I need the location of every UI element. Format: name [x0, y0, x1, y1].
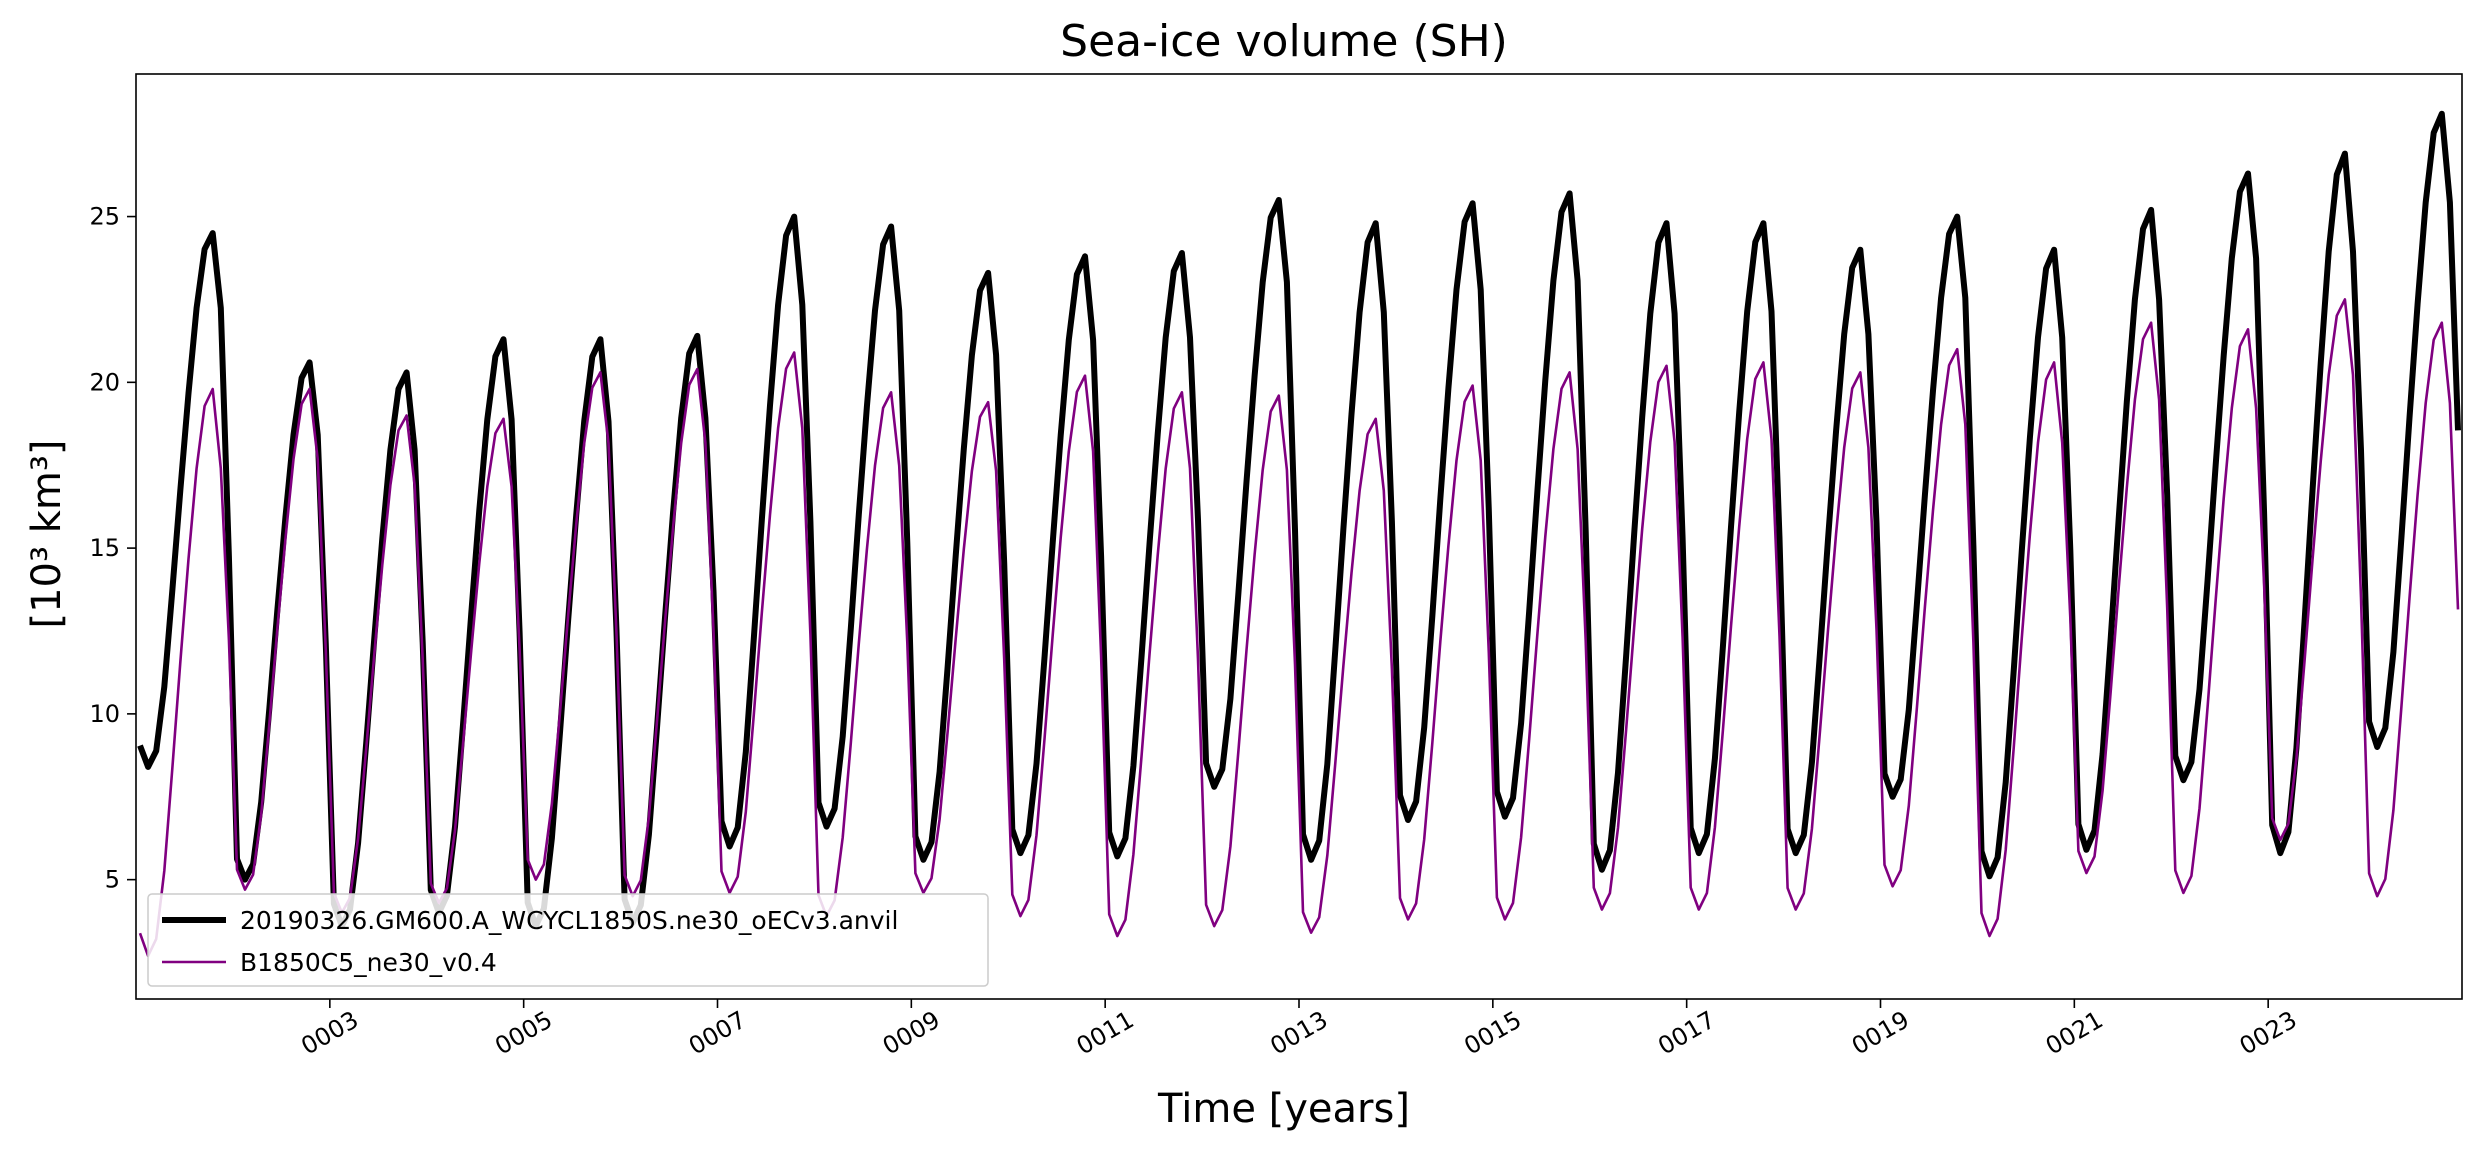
- y-tick-label: 5: [105, 866, 120, 894]
- legend-box: [147, 893, 989, 987]
- x-tick-label: 0023: [2235, 1006, 2302, 1061]
- y-tick-label: 10: [89, 700, 120, 728]
- x-tick-label: 0019: [1847, 1006, 1914, 1061]
- x-tick-label: 0003: [296, 1006, 363, 1061]
- plot-frame: [135, 73, 2463, 1000]
- series-group: [137, 110, 2461, 958]
- legend: 20190326.GM600.A_WCYCL1850S.ne30_oECv3.a…: [147, 893, 989, 987]
- x-axis: 0003 0005 0007 0009 0011 0013 0015 0017 0019 0021…: [296, 999, 2302, 1061]
- x-tick-label: 0015: [1459, 1006, 1526, 1061]
- x-tick-label: 0021: [2041, 1006, 2108, 1061]
- y-axis: 5 10 15 20 25: [89, 203, 136, 894]
- y-axis-label: [10³ km³]: [24, 439, 70, 628]
- legend-label: 20190326.GM600.A_WCYCL1850S.ne30_oECv3.a…: [240, 906, 898, 935]
- x-tick-label: 0007: [684, 1006, 751, 1061]
- x-tick-label: 0005: [490, 1006, 557, 1061]
- x-tick-label: 0009: [878, 1006, 945, 1061]
- series-line-2: [138, 298, 2460, 958]
- x-tick-label: 0011: [1072, 1006, 1139, 1061]
- chart-title: Sea-ice volume (SH): [1060, 16, 1508, 67]
- legend-label: B1850C5_ne30_v0.4: [240, 948, 497, 977]
- x-tick-label: 0017: [1653, 1006, 1720, 1061]
- plot-area: [135, 73, 2463, 1000]
- x-axis-label: Time [years]: [1157, 1086, 1410, 1132]
- y-tick-label: 20: [89, 368, 120, 396]
- y-tick-label: 25: [89, 203, 120, 231]
- x-tick-label: 0013: [1266, 1006, 1333, 1061]
- y-tick-label: 15: [89, 534, 120, 562]
